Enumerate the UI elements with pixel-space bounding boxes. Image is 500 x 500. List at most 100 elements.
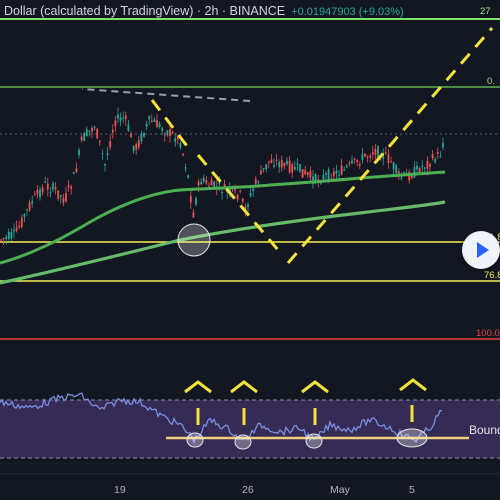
candle-body: [135, 143, 138, 150]
candle-body: [70, 186, 73, 189]
candle-body: [254, 178, 257, 184]
level-label-768: 76.8: [484, 270, 500, 281]
rsi-bound-label: Bound: [469, 423, 500, 437]
candle-body: [187, 175, 190, 178]
candle-body: [166, 130, 169, 136]
candle-body: [153, 119, 156, 122]
candle-body: [41, 187, 44, 193]
candle-body: [98, 140, 101, 142]
candle-body: [111, 129, 114, 133]
candle-body: [7, 231, 10, 239]
candle-body: [169, 128, 171, 137]
candle-body: [132, 145, 135, 152]
candle-body: [436, 152, 439, 155]
rsi-circle-4: [396, 428, 428, 448]
rsi-circle-1: [186, 432, 204, 448]
candle-body: [10, 232, 13, 239]
candle-body: [442, 143, 444, 148]
candle-body: [288, 160, 291, 173]
candle-body: [241, 198, 244, 202]
candle-body: [239, 190, 242, 192]
candle-body: [234, 188, 236, 191]
candle-body: [327, 169, 330, 181]
level-label-100: 100.0: [476, 328, 500, 339]
candle-body: [67, 185, 70, 187]
candle-body: [278, 162, 281, 168]
candle-body: [366, 156, 369, 158]
candle-body: [309, 171, 312, 178]
candle-body: [325, 173, 327, 175]
candle-body: [202, 177, 205, 182]
candle-body: [223, 184, 226, 188]
level-label-27: 27: [480, 6, 491, 17]
candle-body: [179, 143, 182, 148]
replay-button[interactable]: [462, 231, 500, 269]
candle-body: [150, 120, 153, 122]
candle-body: [322, 174, 325, 180]
candle-body: [197, 181, 200, 186]
candle-body: [257, 181, 260, 183]
candle-body: [270, 159, 273, 163]
candle-body: [2, 238, 5, 240]
play-icon: [477, 242, 489, 258]
candle-body: [184, 167, 187, 169]
candle-body: [358, 164, 361, 166]
candle-body: [161, 128, 164, 131]
grey-dashed-trend: [81, 88, 251, 102]
candle-body: [124, 115, 127, 119]
candle-body: [338, 174, 340, 177]
chart-title: Dollar (calculated by TradingView) · 2h …: [4, 4, 286, 18]
candle-body: [200, 181, 203, 185]
candle-body: [312, 176, 314, 185]
candle-body: [218, 182, 221, 185]
candle-body: [31, 200, 34, 204]
candle-body: [13, 229, 15, 232]
candle-body: [93, 127, 96, 129]
candle-body: [403, 172, 405, 175]
candle-body: [413, 167, 416, 178]
candle-body: [145, 123, 148, 127]
candle-body: [262, 168, 265, 170]
candle-body: [280, 159, 283, 168]
candle-body: [283, 162, 286, 167]
candle-body: [15, 227, 18, 232]
candle-body: [88, 130, 91, 132]
candle-body: [252, 188, 255, 191]
candle-body: [109, 141, 112, 148]
candle-body: [382, 152, 385, 159]
candle-body: [106, 153, 109, 156]
candle-body: [104, 164, 106, 166]
candle-body: [182, 153, 184, 155]
candle-body: [83, 133, 86, 141]
candle-body: [429, 163, 431, 167]
candle-body: [96, 128, 99, 139]
candle-body: [122, 117, 125, 119]
candle-body: [33, 194, 36, 196]
candle-body: [236, 194, 239, 200]
candle-body: [291, 164, 294, 173]
candle-body: [114, 120, 117, 126]
candle-body: [57, 190, 60, 199]
candle-body: [44, 181, 47, 183]
candle-body: [59, 195, 62, 197]
candle-body: [392, 162, 395, 170]
candle-body: [163, 134, 166, 136]
candle-body: [384, 152, 387, 154]
candle-body: [46, 183, 49, 190]
candle-body: [0, 239, 2, 241]
candle-body: [374, 149, 377, 155]
candle-body: [353, 158, 356, 160]
level-label-0: 0.: [487, 76, 495, 87]
candle-body: [275, 159, 278, 161]
candle-body: [265, 164, 268, 170]
candle-body: [299, 164, 301, 172]
candle-body: [416, 165, 418, 170]
price-change: +0.01947903 (+9.03%): [291, 6, 404, 18]
candle-body: [421, 165, 424, 167]
candle-body: [65, 193, 67, 202]
candle-body: [397, 171, 400, 174]
yellow-dashed-down-1: [150, 99, 192, 151]
candle-body: [332, 171, 335, 177]
candle-body: [364, 153, 366, 157]
